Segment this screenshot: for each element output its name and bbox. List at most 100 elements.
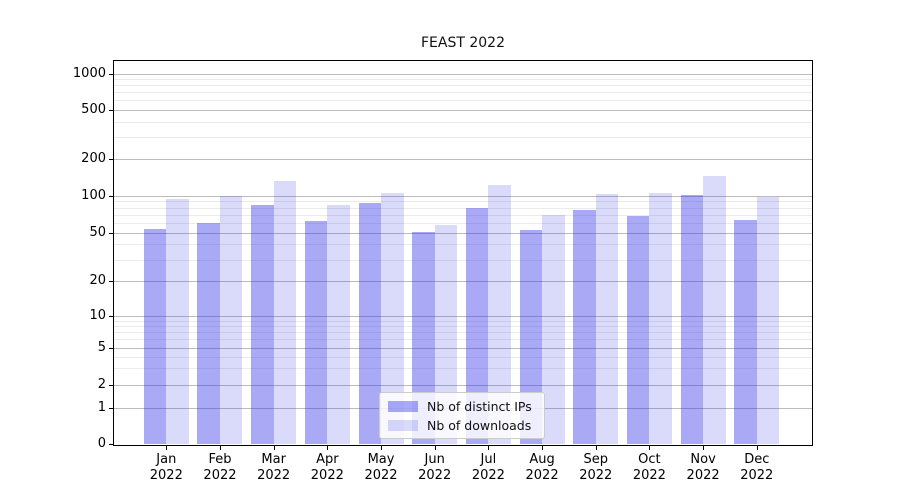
major-gridline <box>114 232 812 234</box>
bar-downloads <box>649 193 672 444</box>
y-tick-mark-icon <box>109 444 113 445</box>
major-gridline <box>114 109 812 111</box>
x-tick-mark-icon <box>649 446 651 450</box>
bar-distinct-ips <box>197 222 220 444</box>
y-tick-label: 500 <box>81 101 106 117</box>
minor-gridline <box>114 326 812 328</box>
y-tick-mark-icon <box>109 385 113 386</box>
bar-downloads <box>434 224 458 444</box>
plot-area: Nb of distinct IPs Nb of downloads <box>113 60 813 446</box>
minor-gridline <box>114 244 812 246</box>
y-tick-label: 100 <box>81 187 106 203</box>
x-tick-label: Jul 2022 <box>471 452 505 483</box>
minor-gridline <box>114 356 812 358</box>
bar-downloads <box>703 176 726 444</box>
x-tick-mark-icon <box>219 446 221 450</box>
major-gridline <box>114 159 812 160</box>
y-tick-mark-icon <box>109 159 113 160</box>
y-tick-label: 1 <box>97 400 106 415</box>
y-tick-mark-icon <box>109 232 113 234</box>
y-tick-label: 2 <box>97 377 106 392</box>
legend-patch-distinct-ips-icon <box>388 400 418 412</box>
y-tick-label: 10 <box>89 308 106 323</box>
x-tick-label: Mar 2022 <box>257 452 291 483</box>
x-tick-label: Aug 2022 <box>525 452 559 483</box>
legend: Nb of distinct IPs Nb of downloads <box>379 392 545 439</box>
minor-gridline <box>114 121 812 123</box>
minor-gridline <box>114 259 812 261</box>
bar-downloads <box>542 214 565 444</box>
minor-gridline <box>114 214 812 216</box>
legend-label-downloads: Nb of downloads <box>427 417 532 433</box>
legend-patch-downloads-icon <box>388 419 418 431</box>
y-tick-label: 200 <box>81 151 106 166</box>
minor-gridline <box>114 85 812 87</box>
bar-downloads <box>166 199 189 444</box>
x-tick-mark-icon <box>166 446 168 450</box>
major-gridline <box>114 347 812 349</box>
x-tick-mark-icon <box>488 446 490 450</box>
y-tick-label: 1000 <box>72 65 106 81</box>
x-tick-mark-icon <box>703 446 705 450</box>
y-tick-label: 0 <box>97 436 106 451</box>
bar-distinct-ips <box>143 228 167 444</box>
minor-gridline <box>114 339 812 341</box>
x-tick-mark-icon <box>434 446 436 450</box>
x-tick-label: Jun 2022 <box>418 452 452 483</box>
x-tick-label: Oct 2022 <box>632 452 666 483</box>
x-tick-mark-icon <box>381 446 383 450</box>
x-tick-label: Apr 2022 <box>310 452 344 483</box>
y-tick-mark-icon <box>109 109 113 111</box>
y-tick-label: 5 <box>97 339 106 355</box>
bar-downloads <box>488 184 511 444</box>
y-tick-mark-icon <box>109 73 113 75</box>
bar-downloads <box>327 205 350 444</box>
x-tick-mark-icon <box>595 446 597 450</box>
major-gridline <box>114 73 812 75</box>
x-tick-label: Jan 2022 <box>149 452 183 483</box>
bar-distinct-ips <box>680 194 704 444</box>
bar-downloads <box>595 194 619 444</box>
x-tick-label: May 2022 <box>364 452 398 483</box>
legend-label-distinct-ips: Nb of distinct IPs <box>427 398 532 414</box>
x-tick-label: Dec 2022 <box>740 452 774 483</box>
bar-downloads <box>381 192 404 444</box>
y-tick-label: 20 <box>89 273 106 288</box>
minor-gridline <box>114 368 812 370</box>
x-tick-label: Sep 2022 <box>579 452 613 483</box>
bar-distinct-ips <box>519 229 543 444</box>
legend-entry-downloads: Nb of downloads <box>388 418 536 433</box>
minor-gridline <box>114 79 812 81</box>
y-tick-mark-icon <box>109 408 113 409</box>
bar-downloads <box>756 196 780 444</box>
major-gridline <box>114 281 812 282</box>
bar-downloads <box>219 195 243 444</box>
y-tick-mark-icon <box>109 316 113 317</box>
bar-distinct-ips <box>304 221 328 444</box>
legend-entry-distinct-ips: Nb of distinct IPs <box>388 399 536 414</box>
y-tick-mark-icon <box>109 281 113 282</box>
minor-gridline <box>114 222 812 224</box>
minor-gridline <box>114 207 812 209</box>
major-gridline <box>114 385 812 386</box>
x-tick-label: Nov 2022 <box>686 452 720 483</box>
bar-distinct-ips <box>412 231 435 444</box>
minor-gridline <box>114 320 812 322</box>
y-tick-mark-icon <box>109 347 113 349</box>
x-tick-mark-icon <box>273 446 275 450</box>
x-tick-mark-icon <box>542 446 544 450</box>
bar-distinct-ips <box>734 219 757 444</box>
minor-gridline <box>114 92 812 94</box>
bar-distinct-ips <box>626 216 650 444</box>
major-gridline <box>114 195 812 197</box>
bar-distinct-ips <box>358 203 382 444</box>
minor-gridline <box>114 332 812 334</box>
bar-downloads <box>273 181 297 444</box>
minor-gridline <box>114 100 812 102</box>
chart-title: FEAST 2022 <box>421 35 505 51</box>
minor-gridline <box>114 137 812 139</box>
major-gridline <box>114 316 812 317</box>
y-tick-mark-icon <box>109 195 113 197</box>
x-tick-mark-icon <box>327 446 329 450</box>
